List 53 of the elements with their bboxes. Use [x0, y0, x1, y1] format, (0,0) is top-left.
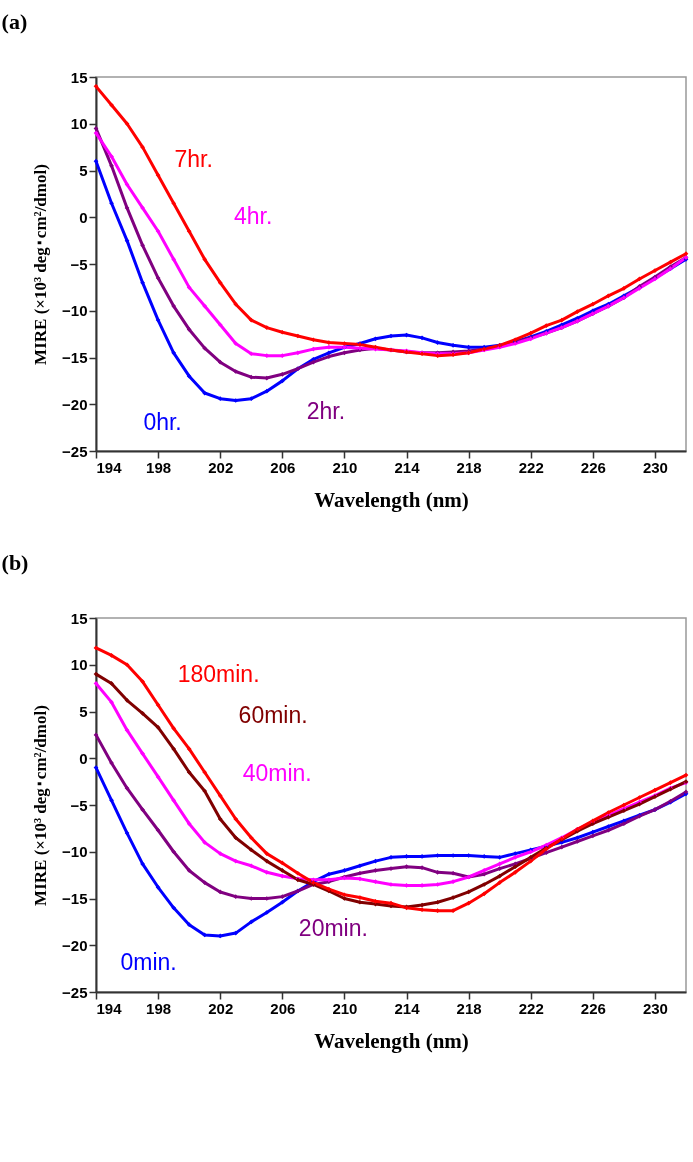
x-tick-label: 210: [332, 458, 358, 476]
y-tick-label: −25: [62, 983, 88, 1001]
y-tick-label: 10: [70, 656, 88, 674]
x-tick-label: 198: [146, 458, 172, 476]
y-tick-label: −20: [62, 395, 88, 413]
series-label: 7hr.: [174, 146, 213, 173]
x-tick-label: 202: [208, 458, 234, 476]
y-axis-title: MIRE (×10³ deg･cm²/dmol): [31, 164, 51, 365]
text: 60min.: [238, 702, 308, 729]
x-axis-title: Wavelength (nm): [314, 487, 469, 512]
text: 4hr.: [234, 202, 273, 229]
series-label: 180min.: [177, 661, 260, 688]
y-tick-label: −15: [62, 890, 88, 907]
y-tick-label: −10: [62, 302, 88, 320]
x-tick-label: 222: [518, 999, 544, 1017]
chart-title: (b): [1, 550, 29, 575]
series-label: 20min.: [298, 915, 368, 942]
y-tick-label: −20: [62, 936, 88, 954]
x-tick-label: 206: [270, 999, 296, 1017]
y-tick-label: −5: [70, 796, 88, 814]
chart-title: (a): [1, 9, 28, 34]
x-tick-label: 230: [642, 999, 668, 1017]
x-tick-label: 230: [642, 458, 668, 476]
x-tick-label: 206: [270, 458, 296, 476]
y-tick-label: 5: [79, 162, 88, 179]
x-tick-label: 222: [518, 458, 544, 476]
series-label: 0hr.: [143, 408, 182, 435]
x-tick-label: 226: [580, 458, 606, 476]
x-tick-label: 214: [394, 458, 421, 476]
y-axis-title: MIRE (×10³ deg･cm²/dmol): [31, 705, 51, 906]
y-tick-label: 0: [79, 749, 88, 767]
series-label: 2hr.: [306, 397, 346, 424]
y-tick-label: 5: [79, 703, 88, 720]
text: 40min.: [242, 759, 312, 786]
y-tick-label: 0: [79, 208, 88, 226]
y-tick-label: −15: [62, 349, 88, 366]
x-tick-label: 194: [96, 999, 123, 1017]
series-label: 0min.: [120, 948, 177, 975]
x-tick-label: 210: [332, 999, 358, 1017]
y-tick-label: −10: [62, 843, 88, 861]
x-tick-label: 198: [146, 999, 172, 1017]
x-axis-title: Wavelength (nm): [314, 1028, 469, 1053]
y-tick-label: 10: [70, 115, 88, 133]
y-tick-label: 15: [70, 609, 88, 627]
x-tick-label: 218: [456, 999, 482, 1017]
y-tick-label: −25: [62, 442, 88, 460]
y-tick-label: −5: [70, 255, 88, 273]
x-tick-label: 218: [456, 458, 482, 476]
x-tick-label: 226: [580, 999, 606, 1017]
x-tick-label: 214: [394, 999, 421, 1017]
y-tick-label: 15: [70, 68, 88, 86]
x-tick-label: 202: [208, 999, 234, 1017]
x-tick-label: 194: [96, 458, 123, 476]
